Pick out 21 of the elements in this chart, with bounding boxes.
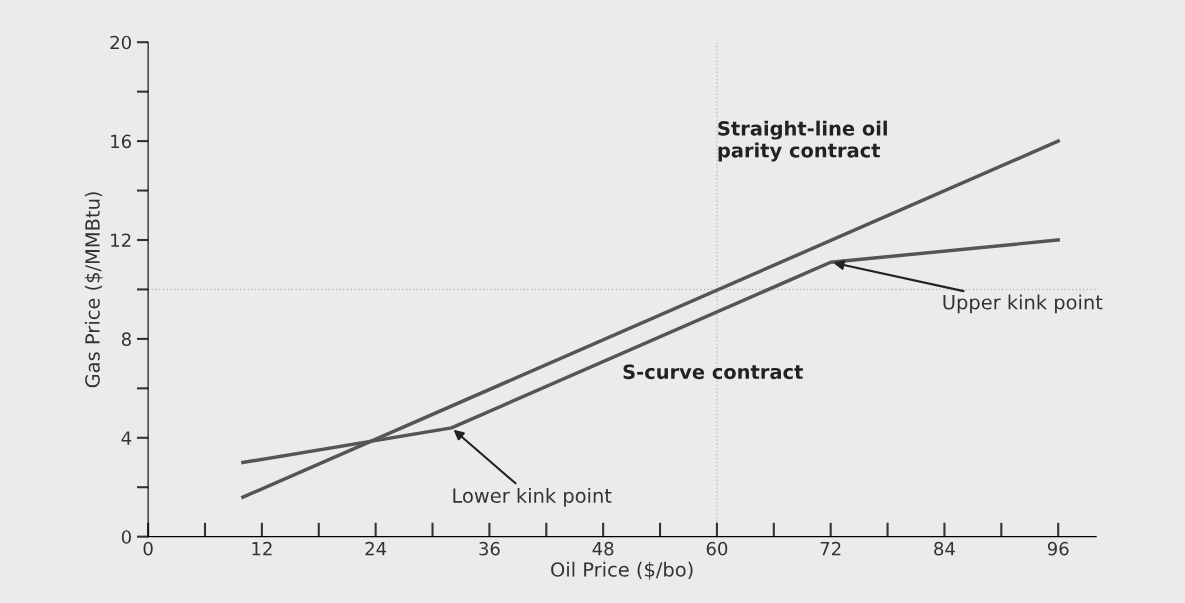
y-tick-label: 8 [121, 332, 131, 346]
x-axis-title: Oil Price ($/bo) [551, 561, 693, 580]
annotation: Upper kink point [943, 294, 1103, 314]
y-tick-label: 0 [121, 530, 131, 544]
x-tick-label: 36 [479, 541, 500, 556]
x-tick-label: 84 [934, 541, 955, 556]
annotation: S-curve contract [623, 364, 803, 380]
y-tick-label: 12 [111, 233, 131, 247]
x-tick-label: 72 [820, 541, 841, 556]
x-tick-label: 96 [1047, 541, 1069, 556]
y-axis-title: Gas Price ($/MMBtu) [84, 192, 103, 388]
x-tick-label: 24 [365, 541, 387, 556]
x-tick-label: 0 [143, 541, 153, 556]
x-tick-label: 48 [592, 541, 614, 556]
annotation: Straight-line oil parity contract [718, 120, 887, 162]
annotation: Lower kink point [453, 487, 612, 507]
y-tick-label: 4 [121, 431, 132, 445]
x-tick-label: 60 [706, 541, 728, 556]
y-tick-label: 20 [110, 35, 131, 50]
x-tick-label: 12 [252, 541, 272, 556]
y-tick-label: 16 [111, 134, 132, 149]
